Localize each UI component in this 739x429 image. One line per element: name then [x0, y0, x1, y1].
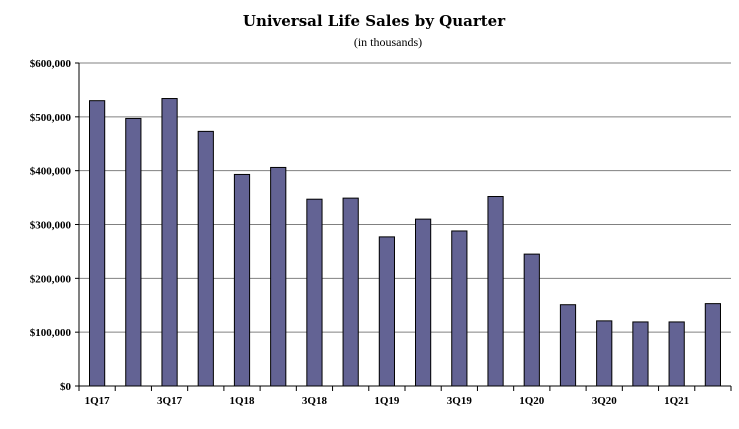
bars [89, 98, 721, 387]
y-tick-label: $100,000 [30, 327, 72, 339]
y-tick-label: $400,000 [30, 166, 72, 178]
bar-2q17 [125, 117, 142, 387]
x-tick-label: 3Q20 [592, 395, 618, 407]
x-tick-label: 1Q20 [519, 395, 545, 407]
y-tick-label: $600,000 [30, 58, 72, 70]
x-tick-label: 1Q19 [374, 395, 400, 407]
x-tick-label: 1Q18 [229, 395, 255, 407]
bar-4q17 [197, 130, 214, 387]
y-tick-label: $200,000 [30, 273, 72, 285]
y-axis-ticks: $0 $100,000 $200,000 $300,000 $400,000 $500,0… [30, 58, 79, 393]
x-tick-label: 3Q19 [447, 395, 473, 407]
bar-2q19 [415, 218, 432, 387]
gridlines [79, 62, 731, 333]
bar-3q18 [306, 198, 323, 387]
bar-4q19 [487, 196, 504, 387]
x-tick-label: 3Q17 [157, 395, 183, 407]
bar-3q17 [161, 98, 178, 387]
y-tick-label: $300,000 [30, 220, 72, 232]
bar-1q19 [378, 236, 395, 387]
y-tick-label: $0 [60, 381, 72, 393]
bar-4q20 [632, 321, 649, 387]
chart-subtitle: (in thousands) [354, 35, 422, 49]
bar-4q18 [342, 197, 359, 387]
bar-1q21 [668, 321, 685, 387]
chart-title: Universal Life Sales by Quarter [243, 12, 506, 30]
x-tick-label: 1Q17 [85, 395, 111, 407]
x-tick-label: 3Q18 [302, 395, 328, 407]
x-tick-label: 1Q21 [664, 395, 689, 407]
bar-3q20 [596, 320, 613, 387]
bar-2q20 [559, 304, 577, 387]
bar-3q19 [451, 230, 468, 387]
bar-2q21 [704, 303, 721, 387]
bar-2q18 [270, 166, 287, 387]
bar-1q18 [233, 173, 251, 387]
bar-1q17 [89, 100, 106, 387]
bar-1q20 [523, 253, 540, 387]
x-axis-ticks: 1Q17 3Q17 1Q18 3Q18 1Q19 3Q19 1Q20 3Q20 1Q21 [78, 386, 732, 407]
y-tick-label: $500,000 [30, 112, 72, 124]
